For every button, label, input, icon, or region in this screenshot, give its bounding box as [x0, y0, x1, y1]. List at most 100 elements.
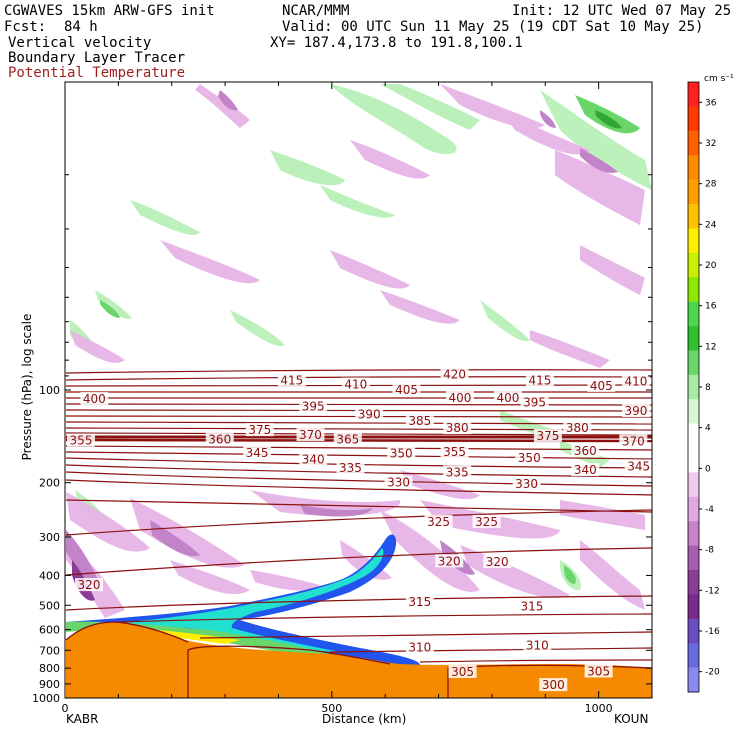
- y-tick-label: 200: [39, 477, 60, 490]
- theta-label-bg: [405, 640, 434, 654]
- theta-label-bg: [296, 428, 325, 442]
- theta-label-bg: [205, 432, 234, 446]
- y-tick-label: 800: [39, 662, 60, 675]
- theta-label: 420: [443, 367, 466, 381]
- colorbar-swatch: [688, 399, 699, 424]
- theta-label: 325: [475, 515, 498, 529]
- theta-label: 325: [427, 515, 450, 529]
- theta-label-bg: [517, 599, 546, 613]
- theta-label-bg: [493, 390, 522, 404]
- colorbar-tick-label: 32: [705, 139, 716, 149]
- colorbar-swatch: [688, 277, 699, 302]
- colorbar-swatch: [688, 228, 699, 254]
- theta-label: 400: [83, 392, 106, 406]
- colorbar-tick-label: -8: [705, 546, 714, 556]
- theta-label: 310: [408, 640, 431, 654]
- theta-label: 340: [574, 463, 597, 477]
- colorbar-swatch: [688, 496, 699, 522]
- y-tick-label: 1000: [32, 692, 60, 705]
- theta-label: 370: [299, 428, 322, 442]
- tracer-plume-cyan: [100, 548, 384, 652]
- theta-label-bg: [299, 452, 328, 466]
- theta-label: 350: [390, 447, 413, 461]
- colorbar-tick-label: 24: [705, 220, 717, 230]
- tracer-plume-blue: [66, 534, 420, 665]
- theta-label-bg: [571, 444, 600, 458]
- theta-label-bg: [571, 463, 600, 477]
- colorbar-tick-label: -4: [705, 505, 714, 515]
- colorbar-tick-label: 20: [705, 261, 717, 271]
- theta-label-bg: [445, 390, 474, 404]
- terrain-fill: [66, 622, 652, 698]
- theta-label: 410: [344, 378, 367, 392]
- colorbar-unit: cm s⁻¹: [704, 74, 734, 84]
- theta-label: 305: [451, 665, 474, 679]
- theta-label-bg: [333, 432, 362, 446]
- colorbar-tick-label: -20: [705, 668, 720, 678]
- theta-label: 400: [448, 391, 471, 405]
- theta-label: 355: [443, 445, 466, 459]
- theta-label: 405: [590, 379, 613, 393]
- colorbar-swatch: [688, 106, 699, 132]
- theta-label: 350: [518, 451, 541, 465]
- theta-label: 375: [536, 429, 559, 443]
- colorbar-swatch: [688, 179, 699, 205]
- theta-label: 300: [542, 678, 565, 692]
- theta-label-bg: [341, 377, 370, 391]
- theta-label-bg: [245, 423, 274, 437]
- y-tick-label: 900: [39, 678, 60, 691]
- colorbar-swatch: [688, 204, 699, 229]
- field-boundary-layer-tracer: Boundary Layer Tracer: [8, 50, 186, 66]
- x-tick-label: 1000: [585, 702, 613, 715]
- theta-label-bg: [472, 514, 501, 528]
- theta-label: 315: [520, 600, 543, 614]
- init-time: Init: 12 UTC Wed 07 May 25: [512, 3, 732, 19]
- theta-label-bg: [405, 594, 434, 608]
- theta-label-bg: [520, 395, 549, 409]
- theta-label: 345: [246, 446, 269, 460]
- y-tick-label: 600: [39, 624, 60, 637]
- theta-label: 400: [496, 391, 519, 405]
- colorbar-tick-label: -12: [705, 586, 720, 596]
- y-tick-label: 100: [39, 384, 60, 397]
- theta-label-bg: [587, 378, 616, 392]
- theta-label: 310: [526, 638, 549, 652]
- org-label: NCAR/MMM: [282, 3, 350, 19]
- theta-label: 335: [339, 461, 362, 475]
- theta-label: 335: [446, 465, 469, 479]
- theta-label: 360: [574, 444, 597, 458]
- y-tick-label: 700: [39, 644, 60, 657]
- model-title: CGWAVES 15km ARW-GFS init: [4, 3, 215, 19]
- theta-label: 390: [358, 407, 381, 421]
- theta-label-bg: [277, 373, 306, 387]
- theta-label: 370: [622, 435, 645, 449]
- theta-label: 380: [446, 421, 469, 435]
- theta-label: 395: [302, 399, 325, 413]
- theta-label-bg: [624, 459, 653, 473]
- colorbar-swatch: [688, 570, 699, 595]
- colorbar-swatch: [688, 252, 699, 278]
- colorbar-swatch: [688, 545, 699, 571]
- theta-label-bg: [443, 465, 472, 479]
- theta-label: 395: [523, 396, 546, 410]
- colorbar-swatch: [688, 643, 699, 668]
- colorbar-swatch: [688, 374, 699, 400]
- theta-label: 315: [408, 595, 431, 609]
- colorbar-tick-label: -16: [705, 627, 720, 637]
- colorbar-swatch: [688, 667, 699, 693]
- theta-label-bg: [512, 477, 541, 491]
- colorbar-swatch: [688, 130, 699, 156]
- theta-label-bg: [424, 514, 453, 528]
- colorbar-swatch: [688, 472, 699, 498]
- theta-label-bg: [621, 404, 650, 418]
- theta-label: 415: [280, 373, 303, 387]
- theta-label-bg: [336, 460, 365, 474]
- theta-label-bg: [440, 445, 469, 459]
- theta-labels: 420 415 410 405 400 400 415 405 410 400 395 390 395 3…: [67, 367, 653, 692]
- theta-label: 320: [438, 554, 461, 568]
- theta-label: 355: [70, 434, 93, 448]
- theta-label: 340: [302, 452, 325, 466]
- theta-label: 360: [208, 433, 231, 447]
- theta-label: 365: [336, 433, 359, 447]
